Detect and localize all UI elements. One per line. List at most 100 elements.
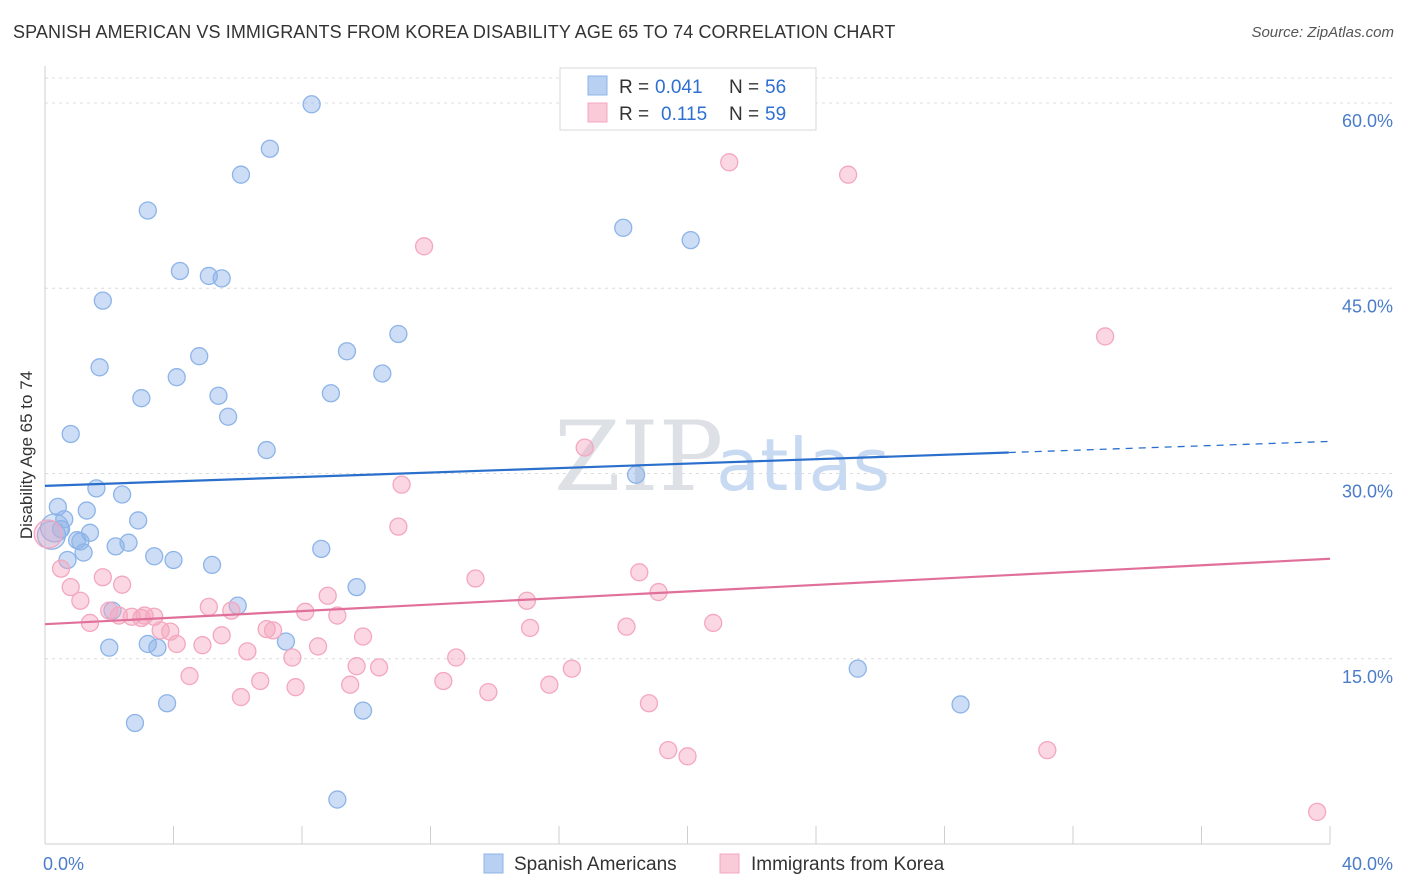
- series-1-point-32: [341, 675, 360, 694]
- series-1-point-37: [392, 475, 411, 494]
- stats-n-value-1: 56: [765, 77, 786, 98]
- series-1-point-0: [33, 519, 63, 549]
- series-1-point-13: [151, 621, 170, 640]
- series-1-point-57: [1038, 740, 1057, 760]
- series-1-point-24: [257, 619, 276, 639]
- series-0-point-28: [167, 368, 186, 387]
- series-0-point-27: [164, 550, 183, 570]
- watermark: ZIP atlas: [554, 401, 890, 513]
- series-1-point-54: [704, 613, 723, 633]
- series-1-point-1: [51, 559, 71, 578]
- series-1-point-15: [167, 634, 186, 654]
- series-1-point-38: [414, 237, 434, 256]
- series-1-point-21: [231, 687, 251, 707]
- series-1-point-40: [447, 648, 466, 667]
- series-0-point-43: [321, 384, 341, 403]
- series-1-point-34: [353, 627, 373, 646]
- series-1-point-46: [562, 659, 581, 678]
- series-0-point-30: [190, 347, 209, 366]
- stats-r-value-1: 0.041: [655, 77, 703, 98]
- series-1-point-36: [389, 517, 408, 536]
- series-0-point-18: [119, 533, 138, 552]
- series-0-point-14: [100, 638, 119, 657]
- series-1-point-39: [434, 671, 453, 691]
- series-0-point-40: [276, 632, 296, 651]
- series-1-point-48: [617, 617, 636, 636]
- series-1-point-58: [1095, 327, 1115, 346]
- series-1-point-33: [347, 657, 366, 676]
- stats-r-label-2: R =: [619, 104, 649, 125]
- series-0-point-22: [138, 634, 157, 654]
- series-1-point-31: [328, 606, 347, 625]
- ticks-layer: 15.0% 30.0% 45.0% 60.0% 0.0% 40.0%: [43, 111, 1393, 874]
- series-1-point-16: [180, 666, 199, 686]
- series-0-point-52: [681, 230, 700, 250]
- series-1-point-8: [112, 575, 132, 594]
- x-tick-label-1: 40.0%: [1342, 854, 1393, 874]
- series-0-point-17: [112, 485, 132, 504]
- stats-legend-swatch-pink: [587, 102, 608, 123]
- series-1-point-22: [238, 642, 257, 661]
- series-0-point-47: [353, 701, 373, 720]
- series-0-point-49: [389, 324, 408, 344]
- y-tick-label-3: 60.0%: [1342, 111, 1393, 131]
- series-0-point-39: [260, 139, 280, 158]
- series-1-point-30: [318, 586, 337, 605]
- legend-label-immigrants-from-korea: Immigrants from Korea: [751, 854, 945, 875]
- stats-r-label-1: R =: [619, 77, 649, 98]
- series-0-point-5: [61, 424, 80, 444]
- stats-legend-swatch-blue: [587, 75, 608, 96]
- series-1-point-17: [193, 636, 212, 655]
- series-1-point-45: [540, 675, 559, 694]
- series-1-point-19: [212, 626, 231, 645]
- series-1-trendline: [44, 557, 1331, 626]
- series-0-point-32: [202, 555, 222, 575]
- series-0-point-10: [80, 523, 100, 542]
- series-0-point-45: [337, 342, 357, 361]
- series-1-point-23: [251, 671, 270, 691]
- y-tick-label-1: 30.0%: [1342, 482, 1393, 502]
- series-0-point-12: [90, 358, 109, 377]
- series-1-point-3: [71, 591, 90, 610]
- y-axis-label: Disability Age 65 to 74: [17, 371, 36, 539]
- axes-layer: [44, 66, 1331, 845]
- watermark-zip: ZIP: [554, 401, 723, 513]
- series-1-point-50: [639, 694, 659, 713]
- legend-label-spanish-americans: Spanish Americans: [514, 854, 677, 875]
- y-tick-label-2: 45.0%: [1342, 296, 1393, 316]
- chart-title: SPANISH AMERICAN VS IMMIGRANTS FROM KORE…: [13, 22, 896, 42]
- series-0-trendline-extension: [1008, 440, 1331, 454]
- series-0-point-51: [626, 465, 646, 484]
- series-1-point-59: [1308, 802, 1327, 822]
- series-1-point-55: [720, 153, 739, 172]
- series-0-point-34: [212, 269, 231, 288]
- series-1-point-25: [263, 621, 283, 640]
- series-0-point-11: [87, 479, 106, 498]
- series-0-point-46: [347, 577, 366, 597]
- series-0-point-53: [848, 659, 867, 678]
- trend-layer: [44, 440, 1331, 626]
- series-0-point-35: [218, 407, 238, 426]
- stats-legend: R = 0.041 N = 56 R = 0.115 N = 59: [559, 67, 817, 131]
- series-1-point-2: [61, 577, 80, 597]
- legend-swatch-spanish-americans: [483, 853, 504, 874]
- series-0-point-26: [157, 694, 177, 713]
- series-0-point-50: [614, 218, 633, 237]
- series-0-point-23: [138, 201, 157, 220]
- stats-n-label-2: N =: [729, 104, 759, 125]
- series-0-point-44: [328, 790, 347, 809]
- series-1-point-26: [283, 648, 302, 667]
- series-1-point-42: [479, 682, 498, 702]
- series-0-point-21: [132, 389, 151, 408]
- series-0-point-38: [257, 440, 276, 460]
- series-0-point-24: [145, 547, 164, 566]
- series-1-points: [33, 153, 1327, 822]
- series-1-point-56: [838, 165, 858, 184]
- series-0-point-42: [312, 539, 331, 559]
- chart-source: Source: ZipAtlas.com: [1251, 24, 1394, 41]
- series-0-point-37: [231, 165, 251, 184]
- grid-layer: [45, 77, 1392, 660]
- stats-r-value-2: 0.115: [661, 104, 707, 125]
- series-0-point-8: [74, 543, 93, 562]
